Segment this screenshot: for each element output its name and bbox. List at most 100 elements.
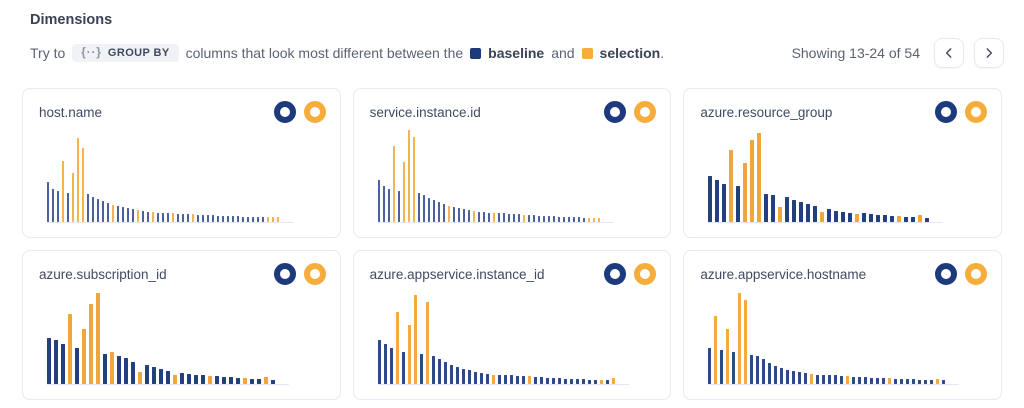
selection-bar [82,147,84,222]
selection-bar [597,218,600,222]
baseline-bar [222,377,226,384]
selection-bar [846,376,850,384]
baseline-bar [102,201,104,222]
baseline-bar [201,375,205,384]
baseline-bar [569,379,573,384]
bars-container [47,289,289,385]
mini-bar-chart [370,127,657,227]
baseline-bar [792,200,797,222]
hint-period: . [660,45,665,61]
prev-page-button[interactable] [934,38,964,68]
card-header: azure.subscription_id [39,263,326,285]
baseline-bar [563,379,567,384]
dimension-card[interactable]: azure.resource_group [683,88,1002,238]
baseline-bar [575,379,579,384]
baseline-bar [848,212,853,222]
baseline-bar [780,367,784,384]
selection-swatch [581,47,593,59]
dimension-card[interactable]: azure.appservice.hostname [683,250,1002,400]
chevron-left-icon [945,48,952,58]
baseline-bar [798,371,802,384]
dimension-card[interactable]: azure.subscription_id [22,250,341,400]
dimension-name: azure.appservice.instance_id [369,266,545,282]
baseline-bar [461,368,465,384]
baseline-bar [47,182,49,222]
baseline-bar [401,351,405,384]
baseline-bar [227,216,229,222]
baseline-bar [732,351,736,384]
baseline-toggle[interactable] [934,263,957,285]
baseline-bar [545,378,549,384]
next-page-button[interactable] [974,38,1004,68]
baseline-toggle[interactable] [604,263,627,285]
selection-bar [918,215,923,222]
selection-bar [62,161,64,222]
selection-bar [412,136,415,222]
chevron-right-icon [986,48,993,58]
selection-bar [402,162,405,222]
baseline-bar [582,218,585,222]
mini-bar-chart [39,127,326,227]
baseline-bar [52,188,54,222]
dimension-card[interactable]: azure.appservice.instance_id [352,250,672,400]
baseline-bar [605,380,609,384]
baseline-bar [904,217,909,222]
selection-bar [392,146,395,222]
selection-toggle[interactable] [964,101,987,123]
baseline-toggle[interactable] [934,101,957,123]
baseline-toggle[interactable] [604,101,627,123]
baseline-bar [827,208,832,222]
dimension-card[interactable]: host.name [22,88,341,238]
baseline-bar [177,214,179,222]
selection-bar [729,149,734,222]
card-header: azure.resource_group [700,101,987,123]
baseline-bar [103,353,107,384]
baseline-bar [552,216,555,222]
baseline-bar [593,380,597,384]
bars-container [47,127,293,223]
baseline-swatch [470,47,482,59]
card-header: host.name [39,101,326,123]
baseline-bar [869,214,874,222]
dimension-card[interactable]: service.instance.id [352,88,672,238]
selection-toggle[interactable] [964,263,987,285]
selection-bar [395,311,399,384]
baseline-bar [858,377,862,384]
baseline-bar [47,338,51,384]
baseline-bar [587,380,591,384]
selection-toggle[interactable] [634,101,657,123]
selection-bar [492,212,495,222]
selection-toggle[interactable] [303,101,326,123]
baseline-bar [911,217,916,222]
baseline-bar [443,362,447,384]
baseline-bar [708,176,713,222]
baseline-bar [427,198,430,222]
baseline-bar [557,378,561,384]
dimension-cards-grid: host.name service.instance.id [22,88,1002,400]
selection-bar [897,216,902,222]
selection-bar [491,374,495,384]
card-header: azure.appservice.hostname [700,263,987,285]
baseline-bar [257,379,261,384]
baseline-bar [841,211,846,222]
baseline-bar [152,366,156,384]
selection-toggle[interactable] [634,263,657,285]
baseline-bar [756,356,760,384]
baseline-bar [117,355,121,384]
baseline-toggle[interactable] [273,101,296,123]
baseline-bar [479,372,483,384]
baseline-bar [806,203,811,222]
baseline-bar [229,377,233,384]
baseline-bar [452,206,455,222]
baseline-bar [557,217,560,222]
selection-toggle[interactable] [303,263,326,285]
baseline-bar [906,379,910,384]
baseline-bar [515,376,519,384]
baseline-bar [389,347,393,384]
baseline-toggle[interactable] [273,263,296,285]
baseline-bar [67,192,69,222]
selection-bar [138,371,142,384]
selection-bar [173,374,177,384]
baseline-bar [532,215,535,222]
